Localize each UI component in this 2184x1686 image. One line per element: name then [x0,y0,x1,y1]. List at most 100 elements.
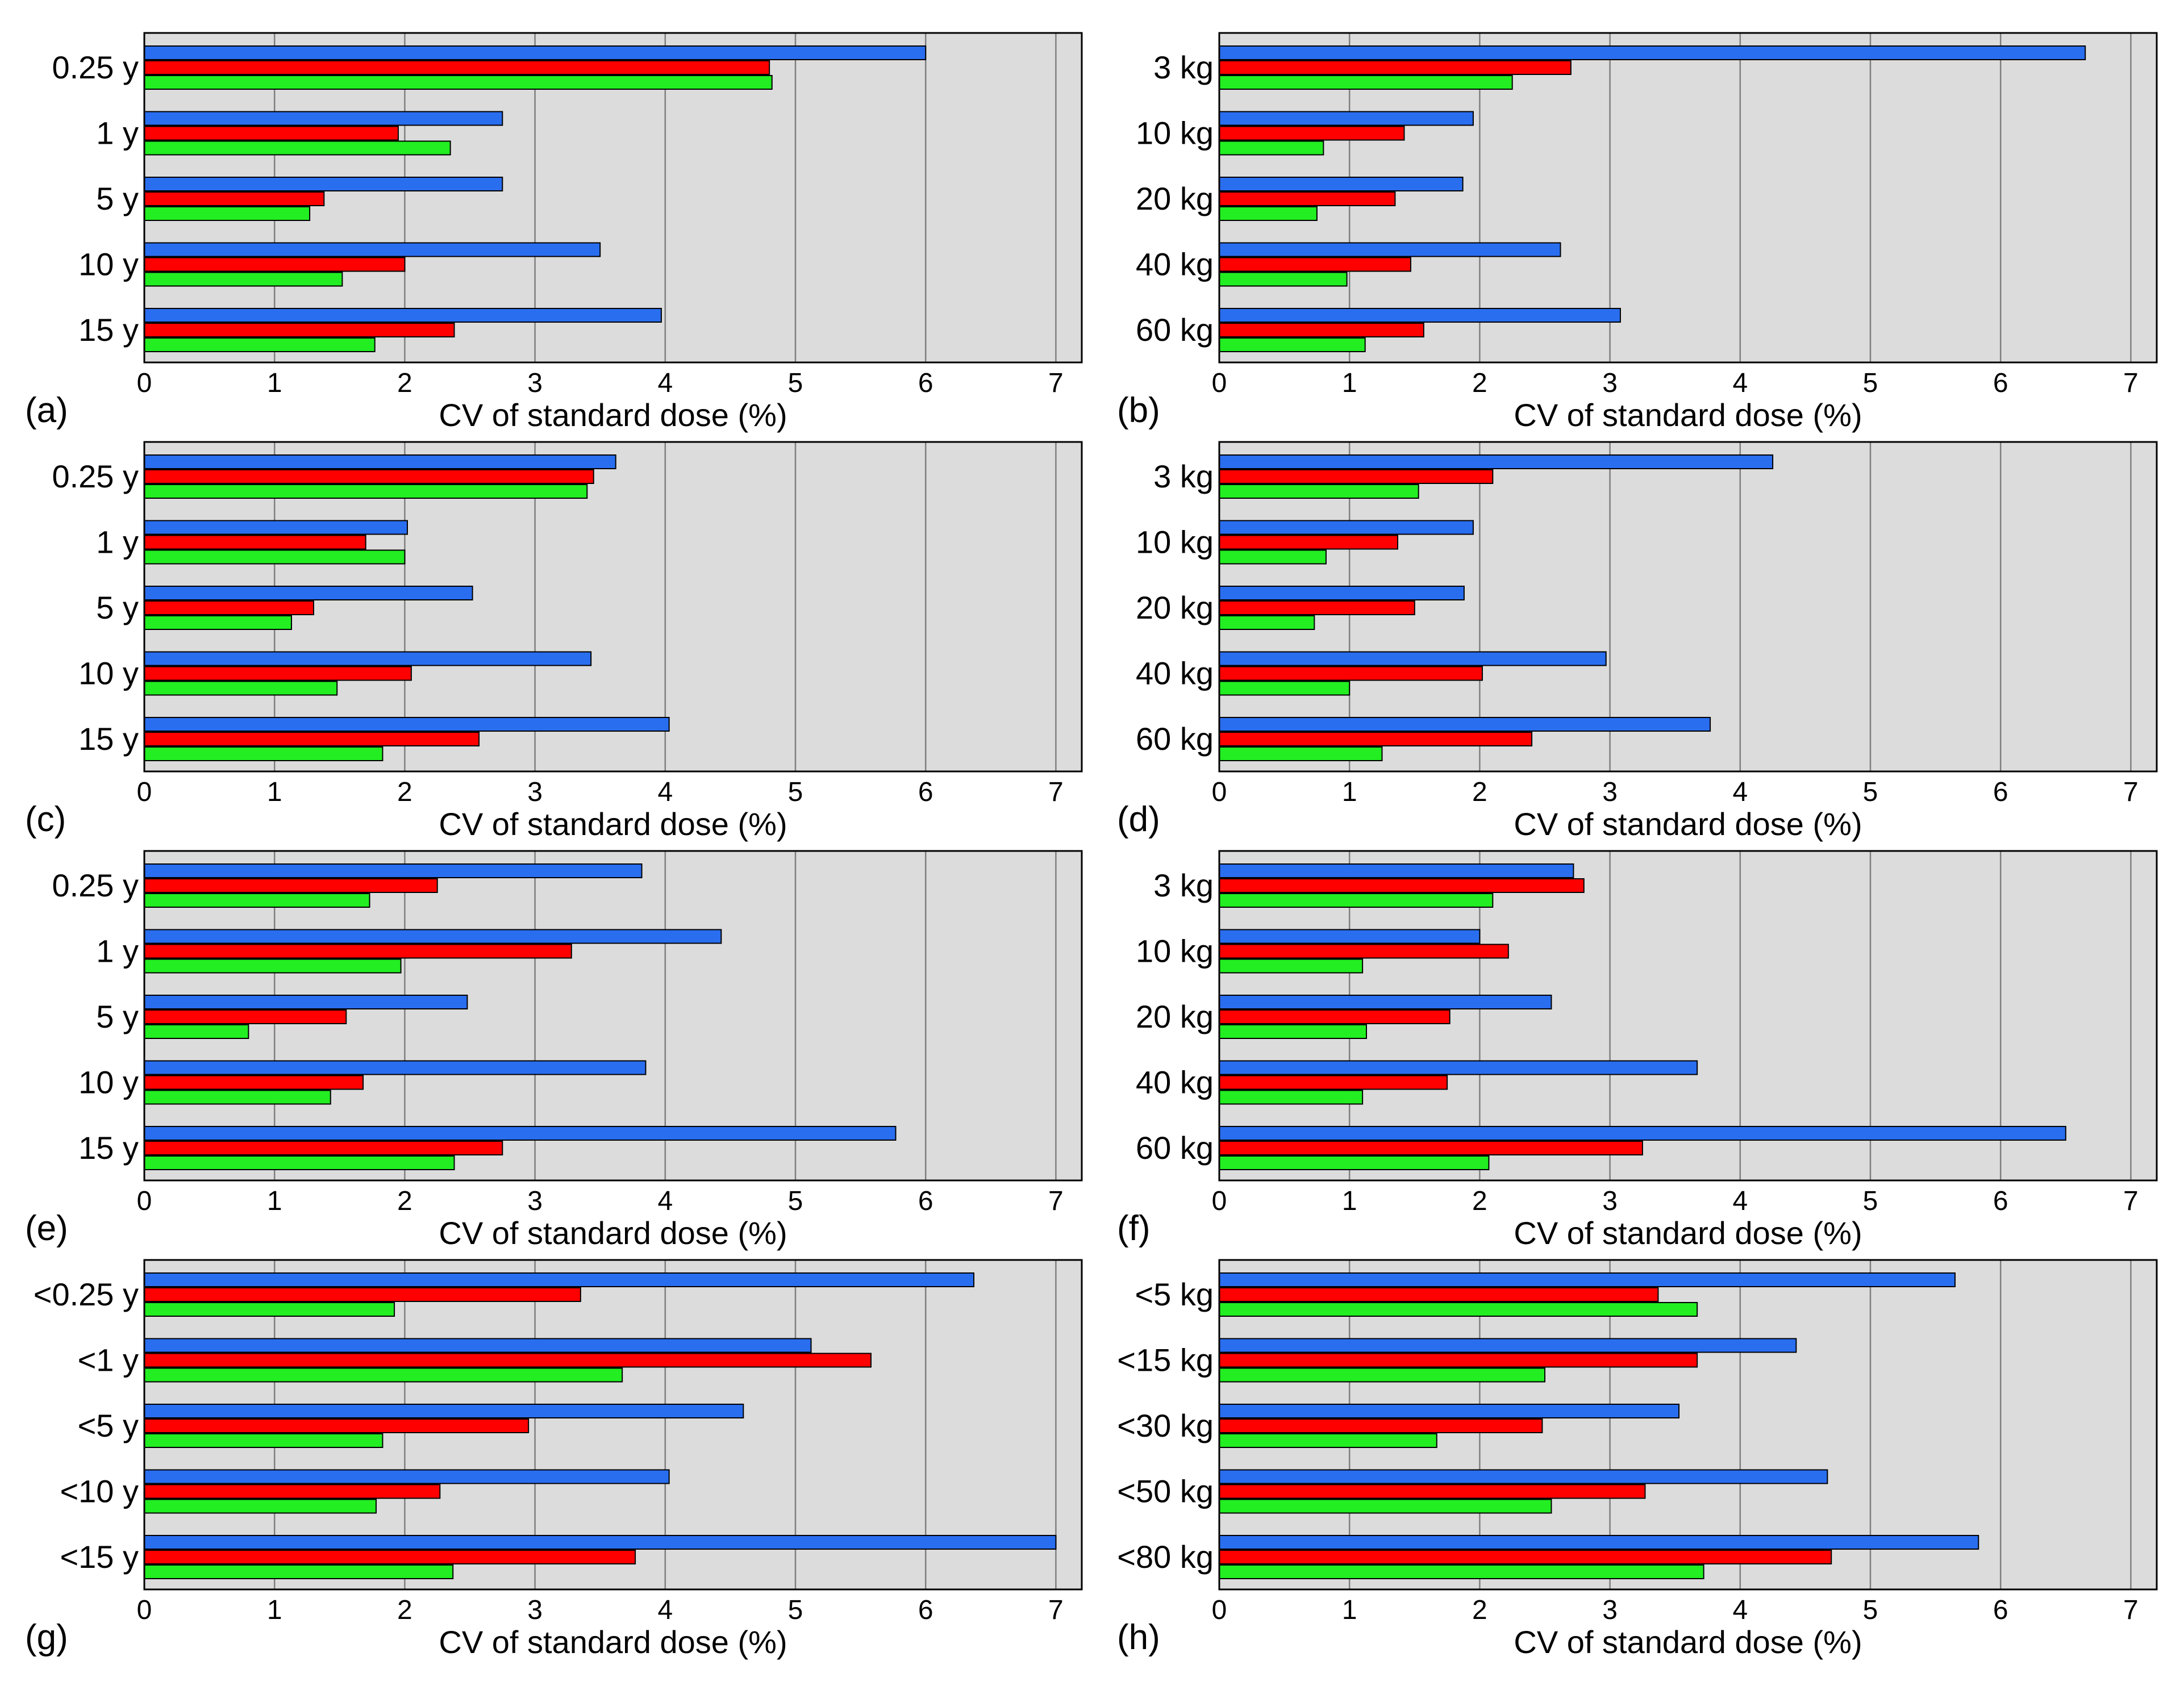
category-label: 40 kg [1136,1065,1214,1100]
bar-blue-4 [144,651,592,666]
category-label: 5 y [96,590,139,625]
bar-red-4 [1219,257,1411,272]
x-tick-label: 5 [788,368,803,398]
x-axis-label: CV of standard dose (%) [439,397,787,433]
bar-green-1 [144,484,588,499]
bar-red-5 [1219,1141,1643,1155]
plot-border [1218,850,2158,1182]
x-tick-label: 7 [2123,777,2139,807]
category-label: <10 y [60,1474,139,1509]
bar-red-5 [144,323,455,337]
bar-green-3 [144,206,311,221]
bar-green-4 [144,1499,377,1514]
bar-red-4 [144,257,406,272]
x-tick-label: 3 [527,777,543,807]
category-label: 5 y [96,181,139,216]
category-label: <5 kg [1135,1276,1214,1312]
bar-green-1 [1219,484,1419,499]
bar-green-3 [1219,206,1318,221]
category-label: <15 kg [1117,1342,1214,1378]
bar-red-3 [144,600,314,615]
category-label: 15 y [78,1130,139,1166]
x-axis-label: CV of standard dose (%) [439,1215,787,1251]
bar-blue-3 [144,995,468,1009]
panel-label: (f) [1117,1209,1151,1248]
bar-blue-5 [1219,308,1621,323]
category-label: 0.25 y [52,458,139,494]
bar-green-4 [144,272,343,287]
x-tick-label: 6 [1993,1595,2008,1625]
bar-red-4 [1219,666,1483,681]
bar-green-1 [1219,75,1513,90]
category-label: 3 kg [1153,49,1214,85]
bar-blue-4 [1219,1469,1828,1484]
bar-green-2 [1219,140,1324,156]
x-tick-label: 3 [1602,1595,1618,1625]
bar-green-3 [1219,615,1315,630]
category-label: 60 kg [1136,1130,1214,1166]
category-label: 20 kg [1136,999,1214,1034]
category-label: 20 kg [1136,181,1214,216]
plot-border [143,32,1083,364]
x-tick-label: 3 [1602,368,1618,398]
bar-red-2 [144,1353,872,1368]
x-tick-label: 5 [1863,1595,1878,1625]
x-tick-label: 4 [1732,1595,1748,1625]
bar-red-3 [144,1009,347,1024]
x-tick-label: 5 [1863,368,1878,398]
category-label: 5 y [96,999,139,1034]
x-tick-label: 0 [137,777,152,807]
chart-panel-c: 0.25 y 1 y 5 y 10 y 15 y 0 1 2 3 4 5 6 7 CV of standa… [25,441,1083,842]
bar-red-3 [1219,1009,1451,1024]
x-tick-label: 7 [2123,1186,2139,1216]
category-label: 3 kg [1153,458,1214,494]
bar-blue-2 [1219,1338,1797,1353]
category-label: 1 y [96,524,139,560]
x-tick-label: 2 [1472,1186,1487,1216]
x-tick-label: 4 [657,1186,673,1216]
chart-panel-b: 3 kg 10 kg 20 kg 40 kg 60 kg 0 1 2 3 4 5 6 7 CV of st… [1117,32,2158,433]
x-tick-label: 5 [788,1595,803,1625]
category-label: 1 y [96,933,139,969]
category-label: 15 y [78,721,139,757]
plot-border [143,850,1083,1182]
bar-green-4 [1219,1090,1364,1105]
bar-blue-2 [144,520,408,535]
x-tick-label: 4 [657,1595,673,1625]
x-tick-label: 2 [1472,368,1487,398]
panel-label: (c) [25,800,66,839]
category-label: 10 y [78,247,139,282]
bar-red-5 [1219,732,1533,746]
plot-border [143,1259,1083,1591]
category-label: 40 kg [1136,247,1214,282]
plot-border [1218,1259,2158,1591]
x-axis-label: CV of standard dose (%) [1514,806,1862,842]
plot-border [1218,32,2158,364]
bar-blue-2 [144,1338,812,1353]
bar-blue-2 [1219,929,1481,944]
x-axis-label: CV of standard dose (%) [1514,397,1862,433]
x-tick-label: 7 [2123,1595,2139,1625]
bar-blue-3 [1219,995,1552,1009]
plot-border [1218,441,2158,773]
bar-green-2 [1219,958,1364,974]
category-label: 10 y [78,656,139,691]
x-tick-label: 1 [1342,1595,1357,1625]
bar-blue-5 [1219,1126,2066,1141]
bar-red-5 [144,1550,636,1564]
bar-blue-1 [144,1272,975,1287]
bar-red-1 [144,1287,581,1302]
bar-blue-5 [144,717,670,732]
x-tick-label: 0 [1212,1186,1227,1216]
x-tick-label: 6 [1993,368,2008,398]
bar-green-1 [1219,1302,1698,1317]
bar-green-2 [1219,1367,1545,1383]
bar-red-1 [1219,878,1585,893]
x-tick-label: 3 [527,368,543,398]
category-label: 40 kg [1136,656,1214,691]
chart-panel-a: 0.25 y 1 y 5 y 10 y 15 y 0 1 2 3 4 5 6 7 CV of standa… [25,32,1083,433]
bar-red-4 [144,1075,364,1090]
bar-red-4 [1219,1075,1448,1090]
category-label: 60 kg [1136,721,1214,757]
